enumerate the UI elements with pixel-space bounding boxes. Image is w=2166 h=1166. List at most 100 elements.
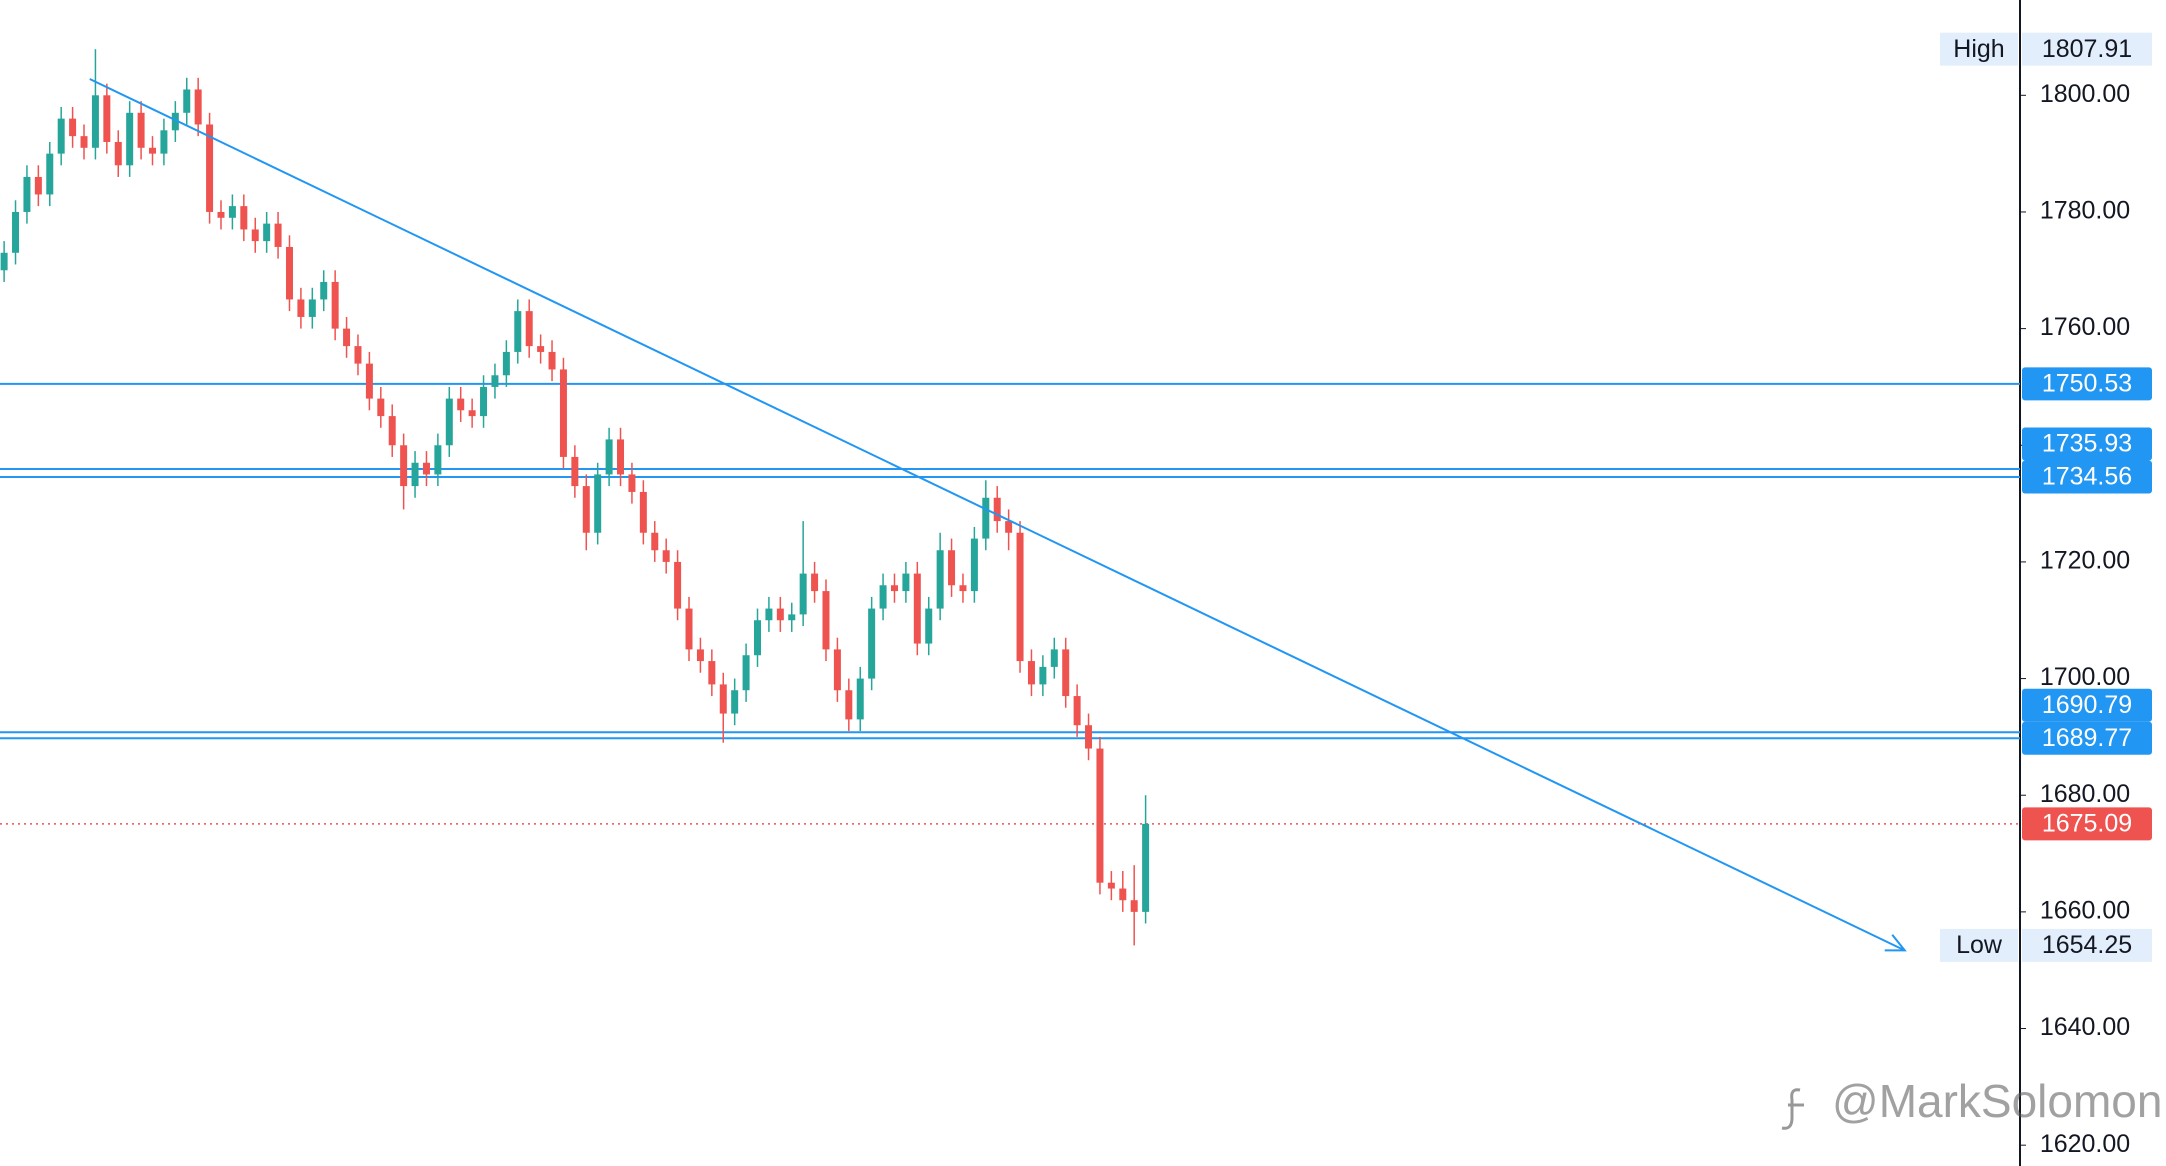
candle-body: [480, 386, 488, 417]
candle-body: [103, 95, 111, 142]
candle-body: [114, 141, 122, 166]
candle-body: [833, 649, 841, 691]
y-tick-label: 1720.00: [2040, 547, 2130, 575]
low-value: 1654.25: [2042, 931, 2132, 959]
candle-body: [263, 223, 271, 242]
candle-body: [308, 299, 316, 317]
candle-body: [400, 445, 408, 487]
candle-body: [0, 252, 8, 271]
candle-body: [628, 474, 636, 492]
low-value-box: [2022, 928, 2152, 962]
candle-body: [856, 678, 864, 720]
candle-body: [514, 311, 522, 352]
candle-body: [936, 550, 944, 609]
candle-body: [1130, 900, 1138, 912]
candle-body: [1062, 649, 1070, 697]
candle-body: [445, 398, 453, 446]
candle-body: [365, 363, 373, 399]
candle-body: [742, 655, 750, 691]
candle-body: [1027, 661, 1035, 685]
candle-body: [970, 538, 978, 592]
candle-body: [571, 456, 579, 487]
candle-body: [91, 95, 99, 148]
candle-body: [388, 416, 396, 446]
candle-body: [959, 585, 967, 592]
candle-body: [297, 299, 305, 317]
candle-body: [12, 211, 20, 253]
candle-body: [491, 375, 499, 387]
candle-body: [206, 124, 214, 212]
low-name: Low: [1956, 931, 2003, 959]
y-tick-label: 1640.00: [2040, 1013, 2130, 1041]
level-label: 1734.56: [2042, 463, 2132, 491]
trendline: [89, 78, 1906, 952]
level-label-box: [2022, 721, 2152, 755]
candle-body: [240, 206, 248, 230]
candle-body: [605, 439, 613, 475]
candle-body: [776, 608, 784, 621]
candle-body: [251, 229, 259, 242]
candle-body: [696, 649, 704, 662]
candle-body: [354, 346, 362, 364]
candle-body: [662, 550, 670, 562]
candle-body: [1085, 725, 1093, 749]
candle-body: [377, 398, 385, 417]
y-tick-label: 1680.00: [2040, 780, 2130, 808]
candle-body: [685, 608, 693, 650]
candle-body: [57, 118, 65, 154]
level-label-box: [2022, 427, 2152, 461]
level-label: 1735.93: [2042, 430, 2132, 458]
watermark: @MarkSolomon: [1781, 1075, 2162, 1130]
candle-body: [228, 206, 236, 218]
candle-body: [925, 608, 933, 644]
candle-body: [890, 585, 898, 592]
candle-body: [285, 246, 293, 300]
level-label: 1689.77: [2042, 724, 2132, 752]
trendline-arrow: [1884, 934, 1907, 952]
candle-body: [502, 351, 510, 376]
candle-body: [617, 439, 625, 475]
low-name-box: [1940, 928, 2018, 962]
candle-body: [34, 176, 42, 195]
candle-body: [788, 614, 796, 621]
candle-body: [1050, 649, 1058, 667]
candle-body: [69, 118, 77, 137]
y-tick-label: 1760.00: [2040, 313, 2130, 341]
candle-body: [1119, 888, 1127, 901]
candle-body: [639, 491, 647, 533]
candle-body: [457, 398, 465, 411]
high-value-box: [2022, 32, 2152, 66]
candle-body: [799, 573, 807, 615]
candle-body: [537, 346, 545, 352]
candle-body: [1073, 696, 1081, 726]
high-value: 1807.91: [2042, 35, 2132, 63]
candle-body: [149, 147, 157, 154]
candle-body: [982, 497, 990, 539]
high-name-box: [1940, 32, 2018, 66]
candle-body: [23, 176, 31, 212]
candle-body: [331, 281, 339, 329]
candle-body: [160, 130, 168, 154]
y-tick-label: 1800.00: [2040, 80, 2130, 108]
candle-body: [1039, 666, 1047, 685]
candle-body: [765, 608, 773, 621]
candle-body: [811, 573, 819, 592]
last-price-box: [2022, 807, 2152, 841]
candle-body: [468, 410, 476, 417]
candle-body: [582, 486, 590, 533]
candle-body: [434, 445, 442, 475]
y-tick-label: 1700.00: [2040, 663, 2130, 691]
candle-body: [594, 474, 602, 533]
candle-body: [913, 573, 921, 644]
candle-body: [422, 462, 430, 475]
y-tick-label: 1660.00: [2040, 896, 2130, 924]
candle-body: [548, 351, 556, 370]
candle-body: [719, 684, 727, 714]
watermark-text: @MarkSolomon: [1832, 1075, 2162, 1127]
candle-body: [320, 281, 328, 300]
candle-body: [1142, 823, 1150, 912]
y-tick-label: 1620.00: [2040, 1130, 2130, 1158]
candle-body: [217, 211, 225, 218]
candle-body: [126, 112, 134, 166]
